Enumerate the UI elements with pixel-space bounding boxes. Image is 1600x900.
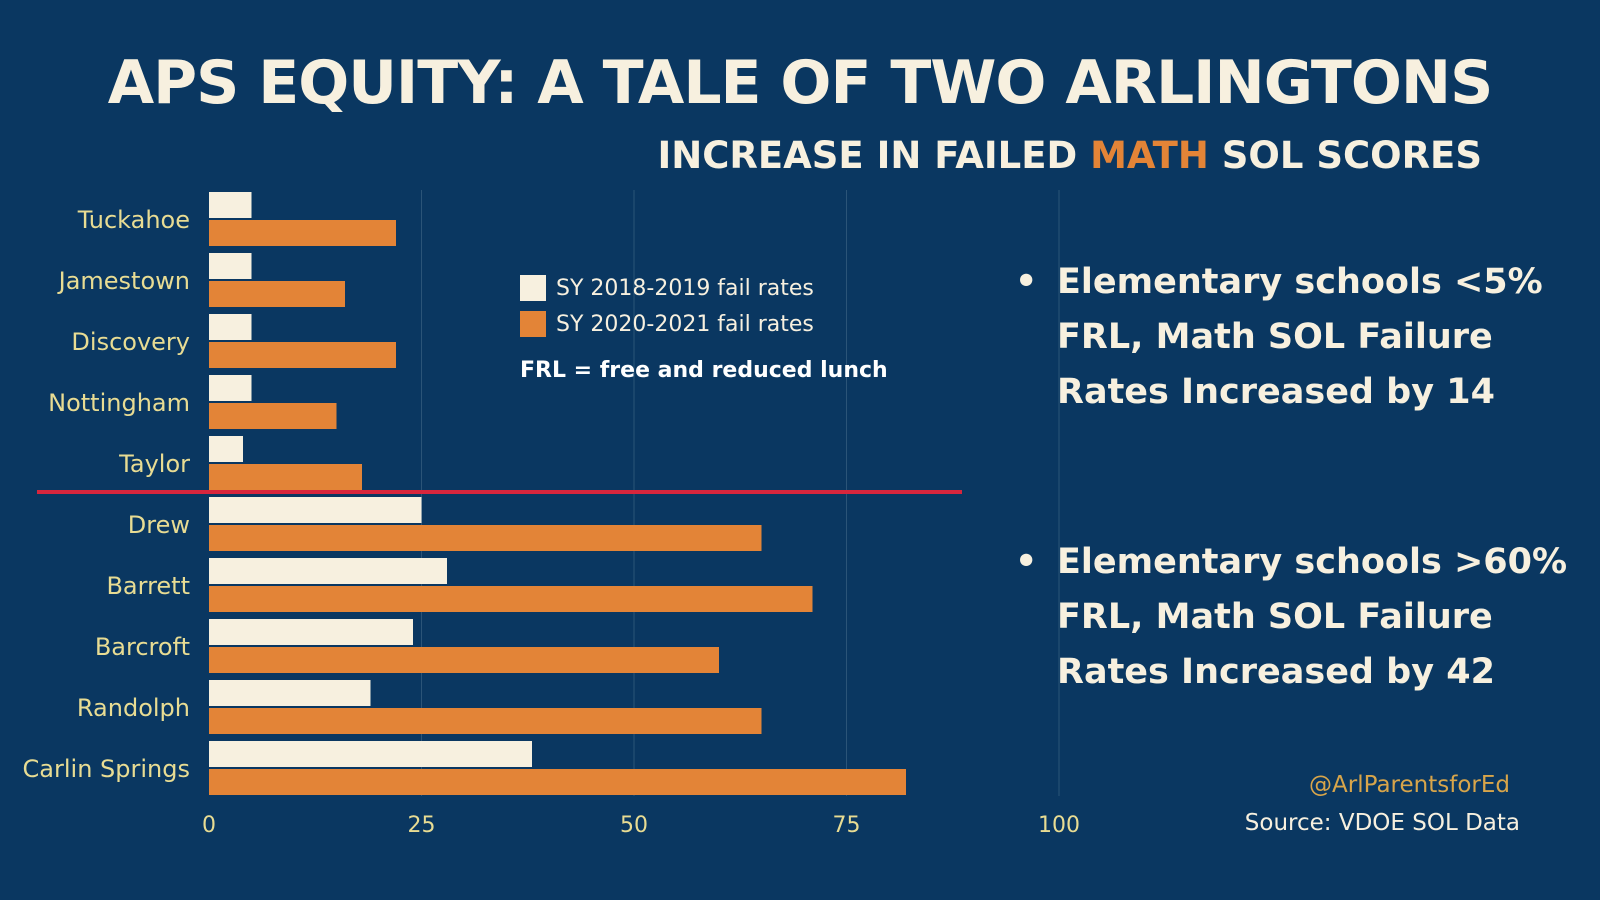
bar-jamestown-2021 — [209, 281, 345, 307]
bar-barrett-2018 — [209, 558, 447, 584]
category-label: Tuckahoe — [77, 206, 190, 234]
category-label: Drew — [128, 511, 190, 539]
legend-swatch-2018 — [520, 275, 546, 301]
bar-jamestown-2018 — [209, 253, 252, 279]
chart-title: APS EQUITY: A TALE OF TWO ARLINGTONS — [107, 48, 1494, 118]
category-label: Carlin Springs — [23, 755, 190, 783]
x-tick-label: 0 — [202, 813, 216, 838]
bar-carlin-springs-2021 — [209, 769, 906, 795]
bar-tuckahoe-2021 — [209, 220, 396, 246]
finding-text: Elementary schools >60% FRL, Math SOL Fa… — [1057, 542, 1568, 692]
bars — [209, 192, 906, 795]
finding-high-frl: • Elementary schools >60% FRL, Math SOL … — [1015, 535, 1585, 700]
bar-randolph-2018 — [209, 680, 371, 706]
social-handle: @ArlParentsforEd — [1309, 772, 1510, 798]
bar-drew-2021 — [209, 525, 762, 551]
category-label: Barcroft — [95, 633, 190, 661]
bar-barcroft-2021 — [209, 647, 719, 673]
category-label: Discovery — [71, 328, 190, 356]
legend-item-2018: SY 2018-2019 fail rates — [520, 270, 888, 306]
legend-item-2021: SY 2020-2021 fail rates — [520, 306, 888, 342]
subtitle-highlight: MATH — [1090, 134, 1209, 177]
bar-barcroft-2018 — [209, 619, 413, 645]
bar-carlin-springs-2018 — [209, 741, 532, 767]
legend-label-2018: SY 2018-2019 fail rates — [556, 275, 814, 301]
x-tick-label: 100 — [1038, 813, 1080, 838]
category-label: Nottingham — [48, 389, 190, 417]
legend-label-2021: SY 2020-2021 fail rates — [556, 311, 814, 337]
category-label: Barrett — [106, 572, 190, 600]
key-findings: • Elementary schools <5% FRL, Math SOL F… — [1015, 255, 1585, 700]
source-note: Source: VDOE SOL Data — [1244, 810, 1520, 836]
bar-nottingham-2021 — [209, 403, 337, 429]
bar-taylor-2018 — [209, 436, 243, 462]
finding-text: Elementary schools <5% FRL, Math SOL Fai… — [1057, 262, 1543, 412]
legend-note: FRL = free and reduced lunch — [520, 358, 888, 383]
bar-drew-2018 — [209, 497, 422, 523]
bullet-icon: • — [1015, 542, 1038, 582]
category-label: Jamestown — [57, 267, 190, 295]
bar-discovery-2018 — [209, 314, 252, 340]
x-tick-label: 25 — [408, 813, 436, 838]
x-tick-label: 75 — [833, 813, 861, 838]
legend-swatch-2021 — [520, 311, 546, 337]
category-labels: Tuckahoe Jamestown Discovery Nottingham Tayl… — [23, 206, 191, 783]
chart-subtitle: INCREASE IN FAILED MATH SOL SCORES — [657, 134, 1482, 177]
subtitle-suffix: SOL SCORES — [1208, 134, 1482, 177]
finding-low-frl: • Elementary schools <5% FRL, Math SOL F… — [1015, 255, 1585, 420]
bar-discovery-2021 — [209, 342, 396, 368]
legend: SY 2018-2019 fail rates SY 2020-2021 fai… — [520, 270, 888, 383]
category-label: Taylor — [118, 450, 190, 478]
bullet-icon: • — [1015, 262, 1038, 302]
bar-randolph-2021 — [209, 708, 762, 734]
bar-nottingham-2018 — [209, 375, 252, 401]
x-axis-ticks: 0 25 50 75 100 — [202, 813, 1080, 838]
subtitle-prefix: INCREASE IN FAILED — [657, 134, 1091, 177]
bar-tuckahoe-2018 — [209, 192, 252, 218]
bar-barrett-2021 — [209, 586, 813, 612]
category-label: Randolph — [77, 694, 190, 722]
bar-taylor-2021 — [209, 464, 362, 490]
x-tick-label: 50 — [620, 813, 648, 838]
